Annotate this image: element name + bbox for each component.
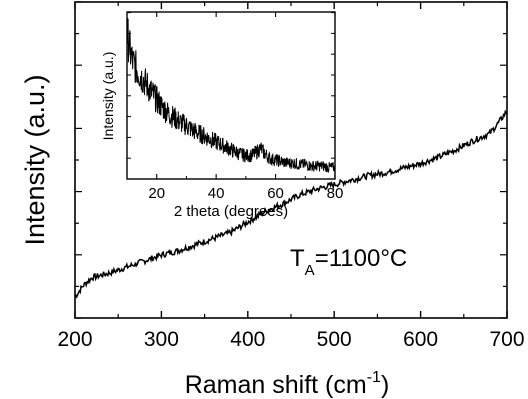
annotation-subscript: A	[305, 262, 315, 279]
main-x-tick-label: 200	[57, 328, 92, 351]
main-x-tick-label: 700	[489, 328, 524, 351]
main-x-tick-label: 400	[230, 328, 265, 351]
inset-x-ticks: 20 40 60 80	[148, 12, 343, 202]
main-x-tick-label: 500	[317, 328, 352, 351]
main-x-axis-label: Raman shift (cm-1)	[185, 369, 390, 399]
main-x-axis-label-text: Raman shift (cm	[185, 371, 367, 399]
inset-x-tick-label: 80	[327, 185, 344, 202]
inset-x-tick-label: 60	[267, 185, 284, 202]
inset-x-axis-label: 2 theta (degrees)	[174, 203, 288, 220]
annotation-main: T	[290, 245, 305, 272]
main-x-tick-label: 300	[144, 328, 179, 351]
inset-y-axis-label: Intensity (a.u.)	[100, 52, 116, 141]
main-raman-series-line	[74, 109, 508, 299]
annotation-tail: =1100°C	[315, 245, 408, 272]
main-y-ticks	[75, 1, 507, 319]
main-x-axis-label-superscript: -1	[367, 369, 381, 386]
annealing-temperature-annotation: TA=1100°C	[290, 245, 407, 279]
inset-xrd-series-line	[126, 18, 336, 174]
main-x-ticks: 200 300 400 500 600 700	[57, 2, 525, 351]
main-x-axis-label-tail: )	[381, 371, 389, 399]
main-x-tick-label: 600	[403, 328, 438, 351]
main-y-axis-label: Intensity (a.u.)	[20, 74, 50, 245]
inset-x-tick-label: 20	[148, 185, 165, 202]
inset-x-tick-label: 40	[208, 185, 225, 202]
